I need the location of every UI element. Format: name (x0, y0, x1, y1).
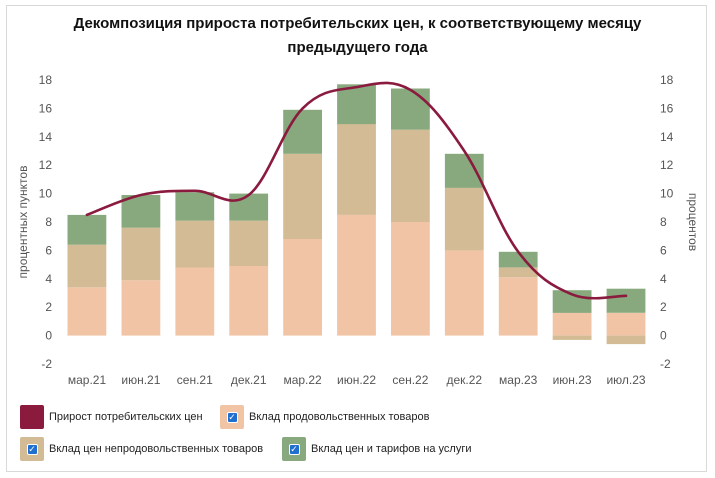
legend-label-cpi: Прирост потребительских цен (49, 411, 203, 423)
legend-item-cpi[interactable]: Прирост потребительских цен (20, 405, 203, 429)
bar-segment-services (606, 288, 646, 313)
y-tick-label-right: 2 (660, 300, 667, 314)
bar-segment-services (175, 192, 215, 221)
x-tick-label: мар.23 (499, 373, 538, 387)
y-tick-label-left: 10 (39, 187, 53, 201)
bar-segment-food (337, 214, 376, 336)
chart-title-line-2: предыдущего года (287, 39, 428, 56)
y-tick-label-left: 18 (39, 73, 53, 87)
x-tick-label: дек.22 (446, 373, 482, 387)
y-tick-label-right: 14 (660, 130, 674, 144)
x-tick-label: мар.22 (283, 373, 322, 387)
bar-segment-food (552, 312, 592, 336)
stacked-bars (67, 84, 646, 345)
legend-label-food: Вклад продовольственных товаров (249, 411, 430, 423)
bar-segment-services (283, 109, 322, 154)
bar-segment-nonfood (552, 335, 592, 340)
y-tick-label-left: 6 (45, 243, 52, 257)
legend-swatch-food: ✓ (220, 405, 244, 429)
y-tick-label-left: 4 (45, 272, 52, 286)
bar-segment-services (444, 153, 484, 188)
x-axis: мар.21 июн.21 сен.21 дек.21 мар.22 июн.22 сен.… (68, 373, 646, 387)
bar-segment-services (391, 88, 430, 130)
y-tick-label-right: 18 (660, 73, 674, 87)
bar-segment-nonfood (337, 124, 376, 215)
bar-segment-food (606, 312, 646, 336)
bar-segment-food (121, 280, 161, 336)
bar-segment-services (67, 214, 107, 245)
y-tick-label-left: 12 (39, 158, 53, 172)
bar-segment-services (337, 84, 376, 125)
legend-label-nonfood: Вклад цен непродовольственных товаров (49, 443, 264, 455)
x-tick-label: сен.22 (392, 373, 428, 387)
y-tick-label-left: 16 (39, 101, 53, 115)
cpi-decomposition-chart: -2 0 2 4 6 8 10 12 14 16 18 -2 0 2 4 6 8 10 12 14 16 18 мар.… (16, 73, 700, 387)
checkbox-checked-icon[interactable]: ✓ (226, 411, 238, 423)
bar-segment-nonfood (121, 227, 161, 281)
chart-title: Декомпозиция прироста потребительских це… (0, 12, 715, 60)
bar-segment-food (67, 287, 107, 336)
legend: Прирост потребительских цен ✓ Вклад прод… (20, 402, 700, 472)
legend-swatch-cpi (20, 405, 44, 429)
bar-segment-services (229, 193, 269, 221)
bar-segment-food (391, 222, 430, 336)
bar-segment-nonfood (444, 187, 484, 251)
legend-label-services: Вклад цен и тарифов на услуги (311, 443, 472, 455)
legend-item-food[interactable]: ✓ Вклад продовольственных товаров (220, 405, 429, 429)
y-tick-label-left: 0 (45, 329, 52, 343)
legend-item-services[interactable]: ✓ Вклад цен и тарифов на услуги (282, 437, 471, 461)
legend-swatch-nonfood: ✓ (20, 437, 44, 461)
y-tick-label-right: 8 (660, 215, 667, 229)
y-tick-label-right: 10 (660, 187, 674, 201)
chart-title-line-1: Декомпозиция прироста потребительских це… (73, 15, 642, 32)
left-axis-label: процентных пунктов (16, 166, 30, 279)
y-tick-label-left: 8 (45, 215, 52, 229)
y-tick-label-right: 6 (660, 243, 667, 257)
y-tick-label-right: 0 (660, 329, 667, 343)
bar-segment-food (229, 266, 269, 336)
bar-segment-nonfood (606, 335, 646, 345)
legend-swatch-services: ✓ (282, 437, 306, 461)
left-y-axis: -2 0 2 4 6 8 10 12 14 16 18 (39, 73, 53, 371)
y-tick-label-right: -2 (660, 357, 671, 371)
y-tick-label-right: 16 (660, 101, 674, 115)
bar-segment-food (498, 277, 538, 336)
checkbox-checked-icon[interactable]: ✓ (26, 443, 38, 455)
right-axis-label: процентов (686, 193, 700, 251)
y-tick-label-left: -2 (41, 357, 52, 371)
x-tick-label: мар.21 (68, 373, 107, 387)
bar-segment-nonfood (229, 220, 269, 266)
bar-segment-nonfood (283, 153, 322, 239)
bar-segment-nonfood (175, 220, 215, 268)
x-tick-label: дек.21 (231, 373, 267, 387)
x-tick-label: июн.22 (337, 373, 376, 387)
bar-segment-services (498, 251, 538, 268)
bar-segment-nonfood (67, 244, 107, 288)
cpi-line-series (85, 81, 628, 300)
x-tick-label: июл.23 (606, 373, 645, 387)
legend-item-nonfood[interactable]: ✓ Вклад цен непродовольственных товаров (20, 437, 263, 461)
bar-segment-services (121, 195, 161, 228)
x-tick-label: июн.23 (553, 373, 592, 387)
y-tick-label-right: 4 (660, 272, 667, 286)
bar-segment-food (175, 267, 215, 336)
y-tick-label-left: 14 (39, 130, 53, 144)
bar-segment-nonfood (391, 129, 430, 222)
x-tick-label: сен.21 (177, 373, 213, 387)
y-tick-label-right: 12 (660, 158, 674, 172)
x-tick-label: июн.21 (121, 373, 160, 387)
bar-segment-food (283, 239, 322, 336)
bar-segment-nonfood (498, 267, 538, 278)
y-tick-label-left: 2 (45, 300, 52, 314)
checkbox-checked-icon[interactable]: ✓ (288, 443, 300, 455)
bar-segment-food (444, 250, 484, 336)
right-y-axis: -2 0 2 4 6 8 10 12 14 16 18 (660, 73, 674, 371)
